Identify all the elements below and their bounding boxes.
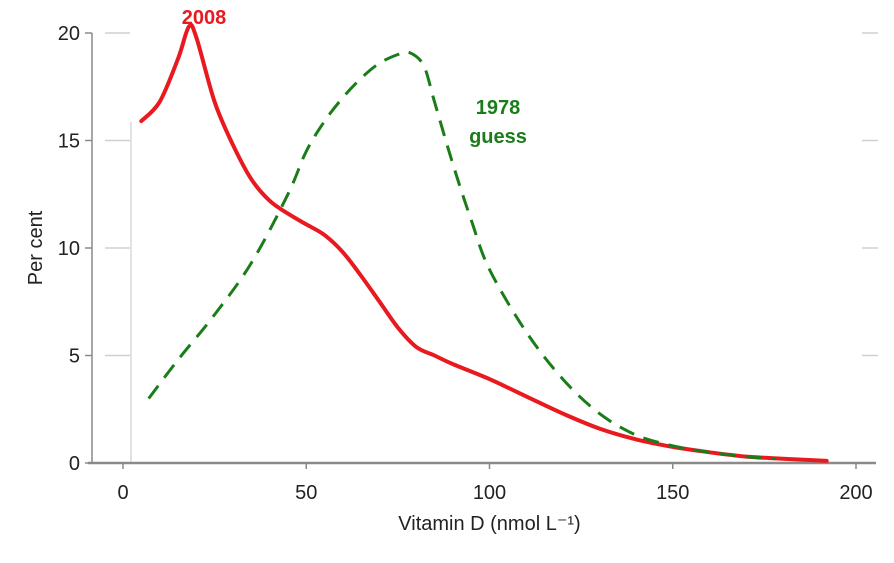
x-tick-label: 0 [117, 482, 128, 504]
y-tick-label: 15 [58, 131, 80, 153]
x-axis-title: Vitamin D (nmol L⁻¹) [398, 513, 580, 535]
series-label-guess: guess [469, 126, 527, 148]
series [139, 22, 829, 463]
x-tick-label: 50 [295, 482, 317, 504]
y-tick-label: 0 [69, 453, 80, 475]
x-tick-label: 200 [839, 482, 872, 504]
grid [105, 32, 878, 463]
series-line-2008 [139, 22, 829, 463]
series-label-1978: 1978 [476, 97, 521, 119]
y-axis-title: Per cent [25, 210, 47, 285]
x-tick-label: 150 [656, 482, 689, 504]
x-tick-label: 100 [473, 482, 506, 504]
y-tick-label: 10 [58, 238, 80, 260]
y-tick-label: 20 [58, 23, 80, 45]
series-label-2008: 2008 [182, 7, 227, 29]
series-labels: 2008 1978 guess [182, 7, 527, 148]
series-line-1978-guess [147, 50, 776, 461]
y-tick-label: 5 [69, 346, 80, 368]
